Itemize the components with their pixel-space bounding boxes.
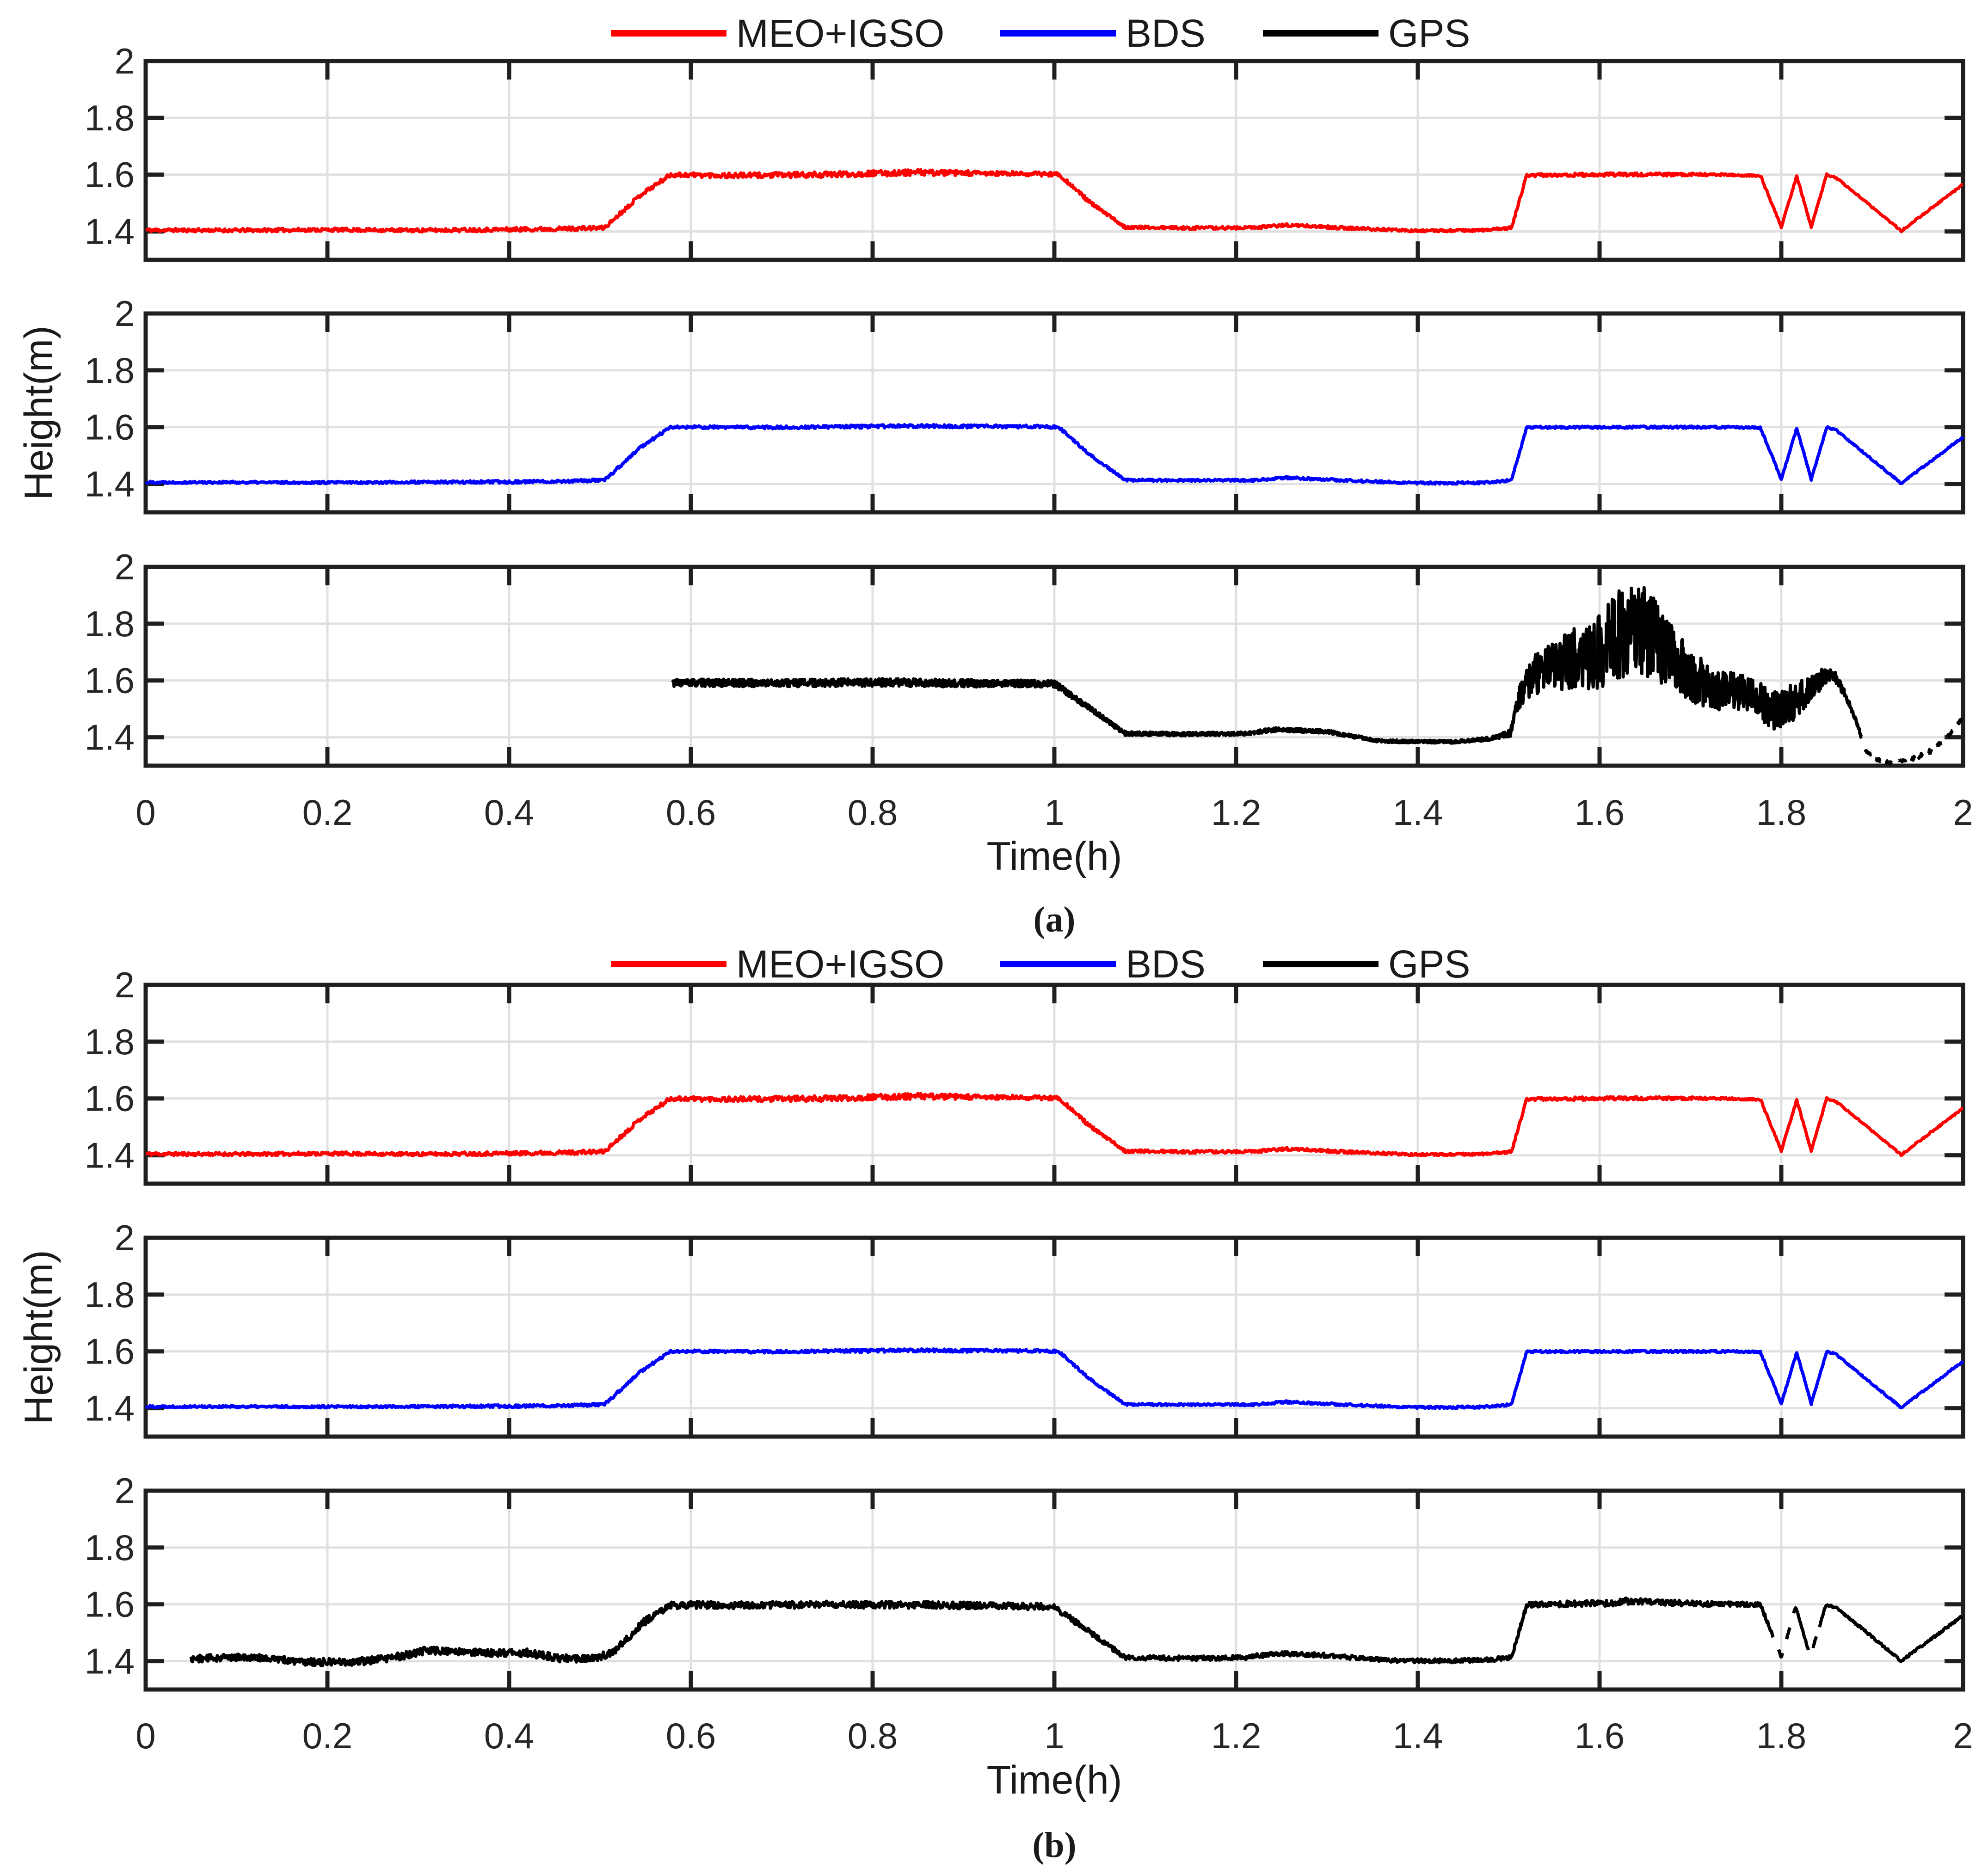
x-tick-label: 1.4 bbox=[1393, 792, 1443, 833]
x-tick-label: 0.6 bbox=[666, 1715, 716, 1756]
x-tick-label: 1.6 bbox=[1575, 792, 1625, 833]
x-tick-label: 0 bbox=[135, 1715, 155, 1756]
x-tick-label: 1 bbox=[1044, 1715, 1064, 1756]
x-tick-label: 1.4 bbox=[1393, 1715, 1443, 1756]
panel-tag-a: (a) bbox=[1034, 899, 1076, 940]
y-tick-label: 1.4 bbox=[85, 1641, 135, 1682]
axes-frame bbox=[143, 1488, 1965, 1692]
y-tick-label: 1.8 bbox=[85, 1274, 135, 1315]
y-axis-title-a: Height(m) bbox=[17, 326, 61, 500]
y-tick-label: 1.6 bbox=[85, 660, 135, 701]
axes-frame bbox=[143, 311, 1965, 515]
axes-frame bbox=[143, 983, 1965, 1186]
x-tick-label: 0.6 bbox=[666, 792, 716, 833]
panel-tag-b: (b) bbox=[1032, 1825, 1076, 1865]
y-tick-label: 1.6 bbox=[85, 1584, 135, 1625]
x-tick-label: 2 bbox=[1953, 1715, 1973, 1756]
series-gps-b bbox=[189, 1596, 1770, 1667]
y-tick-label: 1.4 bbox=[85, 1135, 135, 1176]
series-gps-b bbox=[1803, 1626, 1821, 1658]
x-tick-label: 0.2 bbox=[302, 792, 352, 833]
axes-frame bbox=[143, 1235, 1965, 1439]
y-tick-label: 1.6 bbox=[85, 1331, 135, 1372]
series-gps-b bbox=[1767, 1606, 1799, 1659]
legend-label-meo-igso: MEO+IGSO bbox=[736, 12, 944, 55]
series-gps-b bbox=[1796, 1612, 1807, 1640]
x-tick-label: 1.2 bbox=[1211, 1715, 1261, 1756]
y-tick-label: 1.8 bbox=[85, 350, 135, 391]
x-axis-title-b: Time(h) bbox=[986, 1758, 1122, 1802]
x-tick-label: 1.6 bbox=[1575, 1715, 1625, 1756]
y-tick-label: 1.4 bbox=[85, 211, 135, 252]
x-axis-title-a: Time(h) bbox=[986, 834, 1122, 879]
series-meo-igso-a bbox=[145, 168, 1964, 234]
y-tick-label: 2 bbox=[115, 547, 135, 587]
y-tick-label: 2 bbox=[115, 41, 135, 81]
y-tick-label: 2 bbox=[115, 293, 135, 334]
x-tick-label: 1.8 bbox=[1756, 792, 1806, 833]
x-tick-label: 2 bbox=[1953, 792, 1973, 833]
series-bds-b bbox=[144, 1347, 1965, 1410]
y-tick-label: 1.8 bbox=[85, 1527, 135, 1568]
legend-b: MEO+IGSO BDS GPS bbox=[611, 942, 1470, 986]
y-tick-label: 2 bbox=[115, 1470, 135, 1511]
y-tick-label: 1.4 bbox=[85, 1388, 135, 1429]
axes-frame bbox=[143, 59, 1965, 262]
y-tick-label: 1.4 bbox=[85, 717, 135, 758]
x-tick-label: 0 bbox=[135, 792, 155, 833]
y-tick-label: 1.6 bbox=[85, 154, 135, 195]
legend-label-gps: GPS bbox=[1388, 12, 1470, 55]
legend-a: MEO+IGSO BDS GPS bbox=[611, 12, 1470, 55]
y-tick-label: 1.4 bbox=[85, 464, 135, 504]
x-tick-label: 0.4 bbox=[484, 1715, 534, 1756]
y-tick-label: 1.8 bbox=[85, 1021, 135, 1062]
legend-label-bds: BDS bbox=[1126, 12, 1206, 55]
x-tick-label: 0.2 bbox=[302, 1715, 352, 1756]
x-tick-label: 0.8 bbox=[848, 792, 898, 833]
y-tick-label: 1.8 bbox=[85, 603, 135, 644]
y-tick-label: 2 bbox=[115, 965, 135, 1005]
series-layer bbox=[144, 168, 1965, 1667]
x-tick-label: 0.4 bbox=[484, 792, 534, 833]
series-gps-a bbox=[1857, 715, 1965, 765]
x-tick-label: 0.8 bbox=[848, 1715, 898, 1756]
y-tick-label: 1.6 bbox=[85, 1078, 135, 1119]
series-gps-a bbox=[671, 586, 1860, 745]
y-tick-label: 2 bbox=[115, 1217, 135, 1258]
axes-frame bbox=[143, 565, 1965, 768]
y-axis-title-b: Height(m) bbox=[17, 1250, 61, 1425]
x-tick-label: 1 bbox=[1044, 792, 1064, 833]
x-tick-label: 1.2 bbox=[1211, 792, 1261, 833]
legend-label-bds: BDS bbox=[1126, 942, 1206, 986]
legend-label-gps: GPS bbox=[1388, 942, 1470, 986]
series-meo-igso-b bbox=[145, 1092, 1964, 1158]
series-gps-b bbox=[1818, 1603, 1964, 1664]
y-tick-label: 1.6 bbox=[85, 407, 135, 448]
x-tick-label: 1.8 bbox=[1756, 1715, 1806, 1756]
axes-layer: 1.4 1.6 1.8 2 1.4 1.6 1.8 2 1.4 1.6 1.8 2 0 0.2 0.4 0.6… bbox=[85, 41, 1973, 1756]
legend-label-meo-igso: MEO+IGSO bbox=[736, 942, 944, 986]
y-tick-label: 1.8 bbox=[85, 98, 135, 138]
series-bds-a bbox=[144, 423, 1965, 486]
